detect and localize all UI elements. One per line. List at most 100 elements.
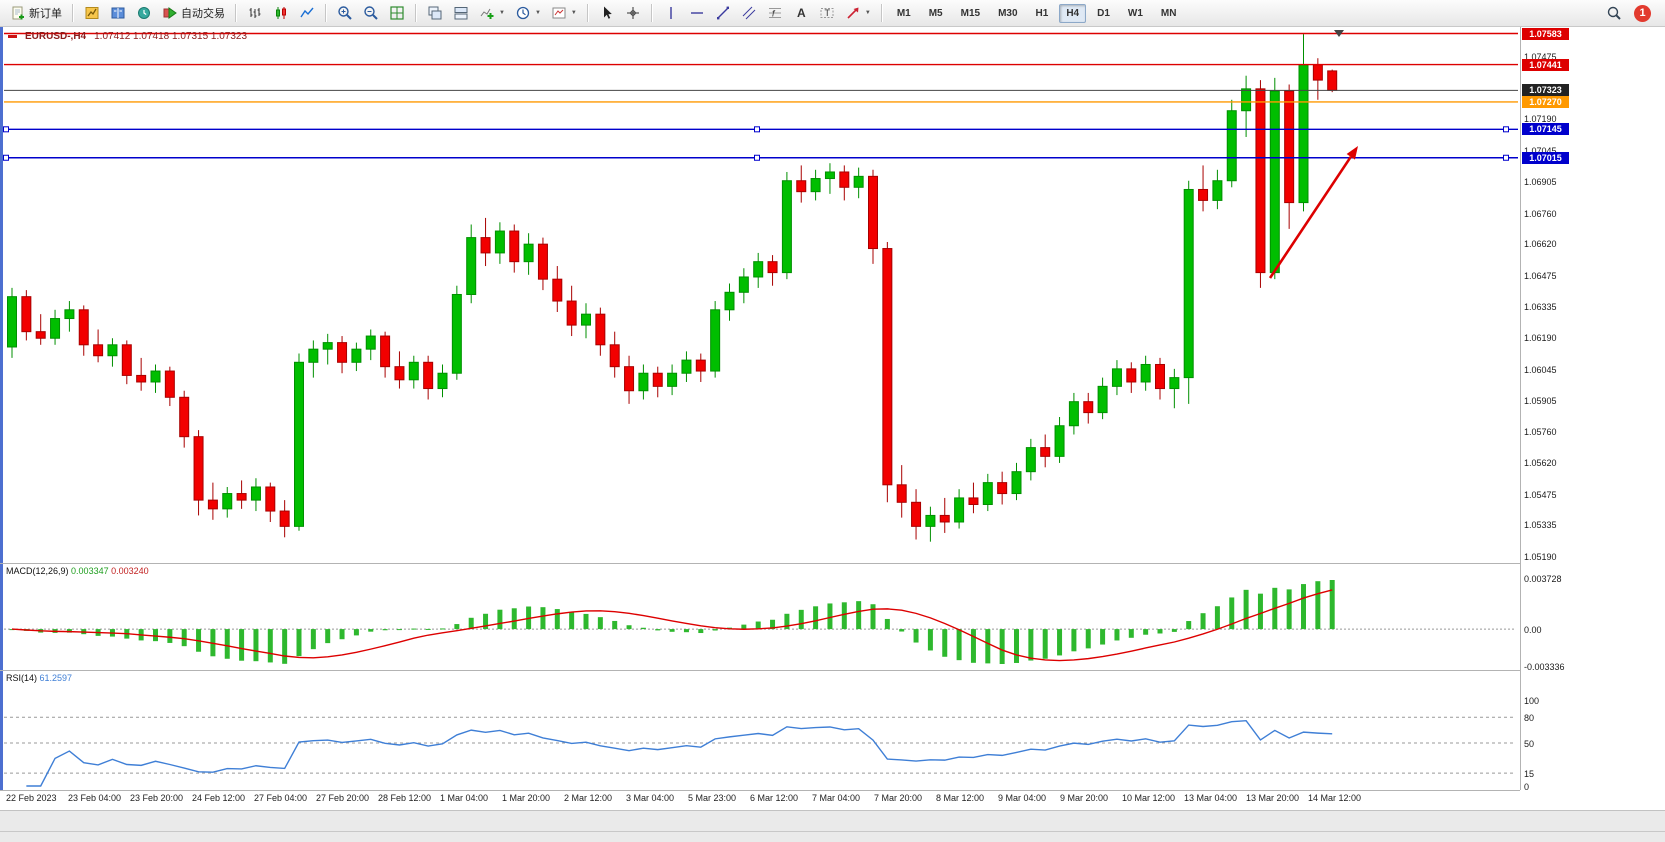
price-axis[interactable]	[1521, 27, 1665, 790]
chart-window-button[interactable]	[80, 2, 104, 25]
macd-histogram-bar	[253, 629, 259, 662]
horizontal-line-button[interactable]	[685, 2, 709, 25]
time-axis-label: 3 Mar 04:00	[626, 793, 675, 803]
toolbar-separator	[650, 4, 653, 22]
new-order-button[interactable]: 新订单	[6, 2, 66, 25]
time-axis[interactable]	[0, 791, 1520, 809]
macd-histogram-bar	[411, 628, 417, 630]
trend-arrow[interactable]	[1268, 146, 1358, 279]
profiles-button[interactable]	[106, 2, 130, 25]
notification-badge[interactable]: 1	[1634, 4, 1651, 22]
price-axis-label: 1.06475	[1524, 270, 1557, 281]
price-axis-label: 1.06335	[1524, 301, 1557, 312]
time-axis-label: 9 Mar 20:00	[1060, 793, 1109, 803]
bar-chart-button[interactable]	[243, 2, 267, 25]
timeframe-m1-button[interactable]: M1	[896, 7, 911, 19]
macd-histogram-bar	[339, 629, 345, 640]
rsi-panel-separator[interactable]	[0, 670, 1520, 671]
rsi-axis-label: 0	[1524, 781, 1530, 792]
line-handle[interactable]	[3, 126, 9, 133]
macd-histogram-bar	[612, 620, 618, 630]
timeframe-h1-button[interactable]: H1	[1035, 7, 1049, 19]
time-axis-label: 9 Mar 04:00	[998, 793, 1047, 803]
market-watch-button[interactable]	[132, 2, 156, 25]
macd-histogram-bar	[770, 619, 776, 630]
svg-text:T: T	[824, 8, 830, 18]
timeframe-w1-button[interactable]: W1	[1127, 7, 1143, 19]
macd-histogram-bar	[1243, 589, 1249, 630]
fibonacci-button[interactable]: f	[763, 2, 787, 25]
macd-histogram-bar	[425, 628, 431, 630]
macd-panel	[4, 580, 1516, 664]
line-handle[interactable]	[3, 154, 9, 161]
macd-histogram-bar	[181, 629, 187, 647]
line-handle[interactable]	[1503, 126, 1509, 133]
line-chart-button[interactable]	[295, 2, 319, 25]
cascade-windows-button[interactable]	[423, 2, 447, 25]
timeframe-m30-button[interactable]: M30	[998, 7, 1018, 19]
tile-windows-button[interactable]	[385, 2, 409, 25]
candlestick-chart-button[interactable]	[269, 2, 293, 25]
macd-axis-label: 0.00	[1524, 625, 1542, 636]
cascade-windows-icon	[428, 6, 442, 20]
toolbar-separator	[880, 4, 883, 22]
macd-histogram-bar	[1042, 629, 1048, 659]
main-toolbar: 新订单 自动交易 ▼ ▼ ▼ f A T ▼ M1 M5 M15 M30 H1 H4 D1 W1 MN 1	[0, 0, 1665, 27]
zoom-in-button[interactable]	[333, 2, 357, 25]
line-handle[interactable]	[1503, 154, 1509, 161]
zoom-out-button[interactable]	[359, 2, 383, 25]
text-button[interactable]: A	[789, 2, 813, 25]
indicators-button[interactable]: ▼	[475, 2, 509, 25]
macd-histogram-bar	[153, 629, 158, 642]
macd-panel-separator[interactable]	[0, 563, 1520, 564]
search-button[interactable]	[1602, 2, 1626, 25]
timeframe-m15-button[interactable]: M15	[960, 7, 981, 19]
macd-histogram-bar	[569, 611, 575, 630]
macd-histogram-bar	[267, 629, 273, 663]
line-chart-icon	[300, 7, 314, 18]
macd-histogram-bar	[698, 629, 704, 634]
macd-histogram-bar	[640, 627, 646, 630]
macd-histogram-bar	[1214, 606, 1220, 630]
timeframe-h4-button[interactable]: H4	[1059, 3, 1087, 23]
macd-histogram-bar	[282, 629, 288, 664]
channel-button[interactable]	[737, 2, 761, 25]
market-watch-icon	[138, 7, 150, 19]
vertical-line-button[interactable]	[659, 2, 683, 25]
macd-histogram-bar	[597, 617, 603, 630]
macd-histogram-bar	[985, 629, 991, 664]
macd-histogram-bar	[1071, 629, 1077, 652]
time-axis-label: 27 Feb 04:00	[254, 793, 308, 803]
label-button[interactable]: T	[815, 2, 839, 25]
macd-histogram-bar	[1028, 629, 1034, 661]
line-handle[interactable]	[754, 154, 760, 161]
rsi-axis-label: 15	[1524, 768, 1535, 779]
chart-shift-marker[interactable]	[1334, 30, 1344, 37]
macd-histogram-bar	[468, 617, 474, 630]
cursor-button[interactable]	[595, 2, 619, 25]
channel-icon	[742, 6, 756, 20]
time-axis-separator	[0, 790, 1520, 791]
clock-icon	[516, 6, 530, 20]
periods-button[interactable]: ▼	[511, 2, 545, 25]
arrows-button[interactable]: ▼	[841, 2, 875, 25]
window-list-button[interactable]	[449, 2, 473, 25]
macd-histogram-bar	[870, 604, 876, 630]
text-icon: A	[797, 6, 806, 20]
search-icon	[1607, 6, 1621, 20]
macd-histogram-bar	[167, 629, 173, 643]
line-handle[interactable]	[754, 126, 760, 133]
trendline-button[interactable]	[711, 2, 735, 25]
crosshair-button[interactable]	[621, 2, 645, 25]
macd-histogram-bar	[310, 629, 316, 650]
timeframe-d1-button[interactable]: D1	[1097, 7, 1110, 19]
autotrading-button[interactable]: 自动交易	[158, 2, 229, 25]
templates-button[interactable]: ▼	[547, 2, 581, 25]
timeframe-m5-button[interactable]: M5	[928, 7, 943, 19]
macd-histogram-bar	[66, 629, 72, 633]
time-axis-label: 7 Mar 20:00	[874, 793, 923, 803]
macd-histogram-bar	[999, 629, 1005, 664]
autotrading-button-label: 自动交易	[181, 8, 225, 20]
timeframe-mn-button[interactable]: MN	[1160, 7, 1177, 19]
